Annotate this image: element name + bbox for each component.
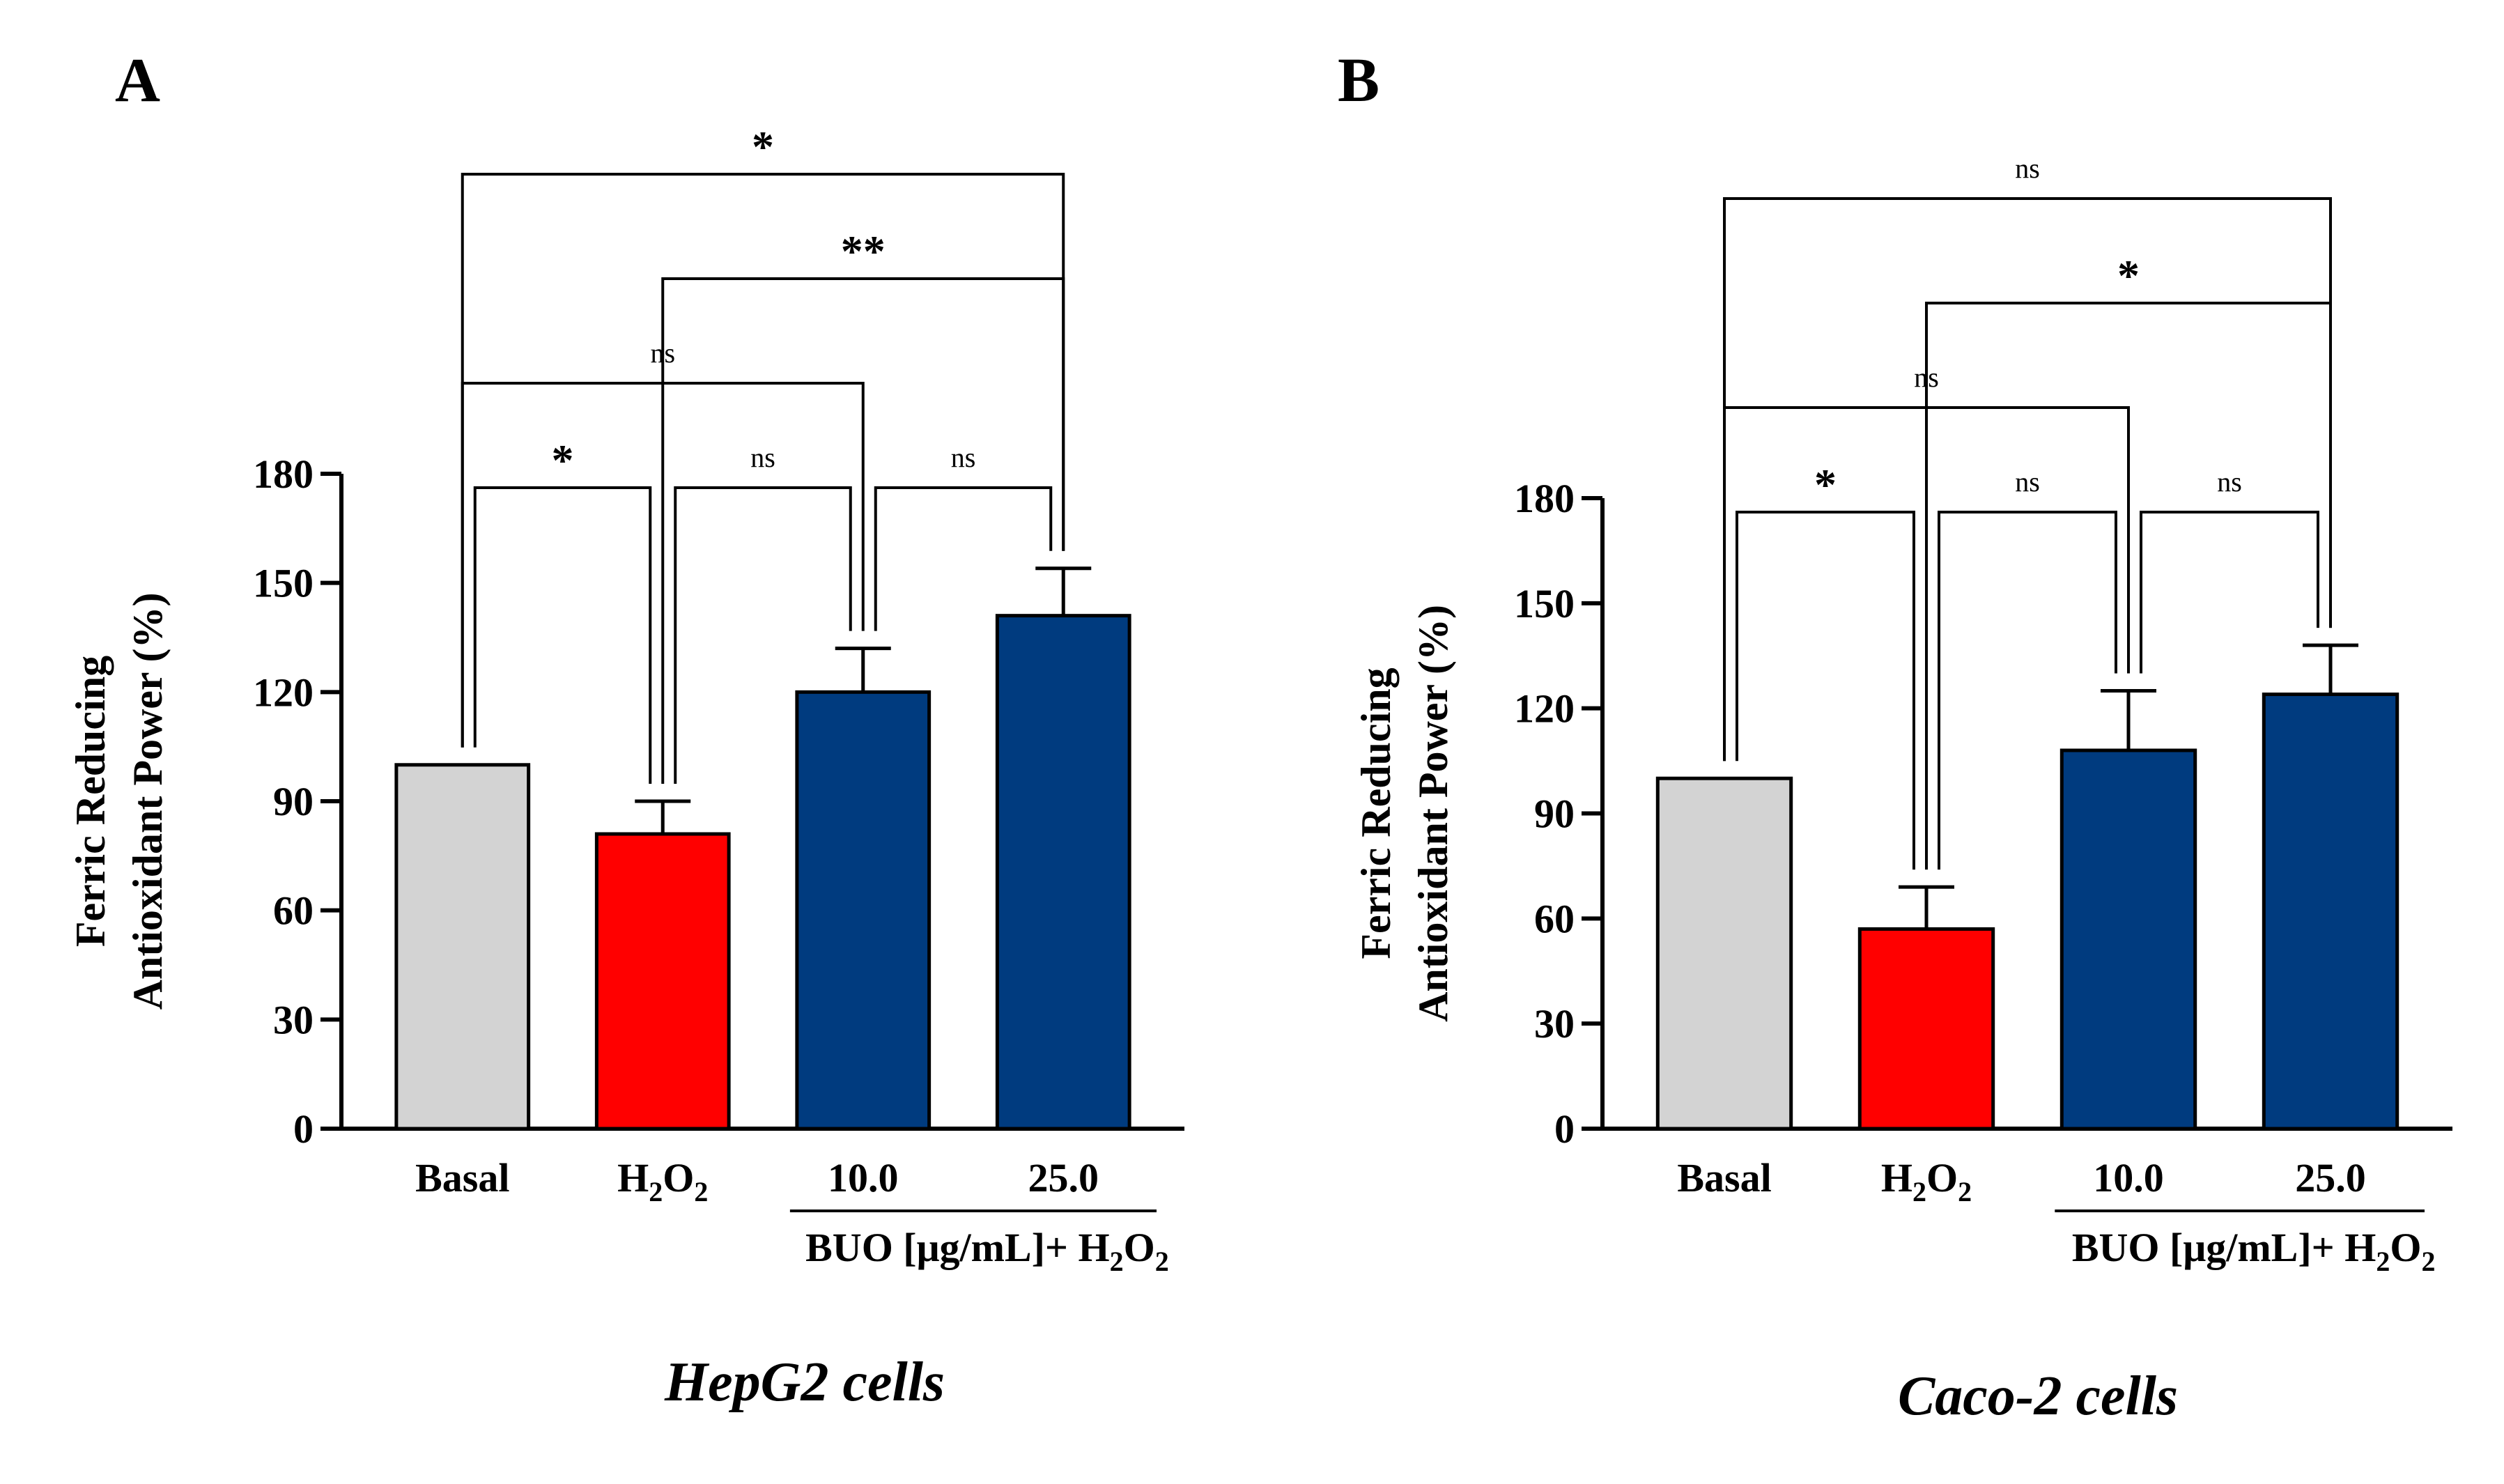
group-label: BUO [μg/mL]+ H2O2 <box>805 1225 1169 1277</box>
hepg2-chart: 0 30 60 90 120 150 180 Ferric Reducing Antioxida… <box>68 122 1184 1277</box>
significance-bracket <box>461 173 1065 748</box>
hepg2-chart-title: HepG2 cells <box>664 1352 945 1413</box>
bar-0 <box>1655 776 1793 1131</box>
y-tick-label: 150 <box>253 561 314 606</box>
category-label-1: H2O2 <box>617 1155 708 1207</box>
y-tick-label: 60 <box>273 888 314 934</box>
caco2-chart: 0 30 60 90 120 150 180 Ferric Reducing Antioxida… <box>1353 153 2452 1277</box>
y-axis-label-line: Ferric Reducing <box>68 656 114 947</box>
significance-bracket <box>473 486 652 784</box>
category-label-0: Basal <box>1677 1155 1771 1200</box>
significance-bracket <box>1938 511 2117 870</box>
category-label-1: H2O2 <box>1881 1155 1972 1207</box>
y-tick-label: 0 <box>1554 1106 1575 1152</box>
significance-bracket <box>2140 511 2319 674</box>
y-axis-label: Ferric Reducing Antioxidant Power (%) <box>68 593 171 1010</box>
bar-0 <box>394 763 531 1131</box>
significance-label: ns <box>2015 466 2040 497</box>
bar-3 <box>995 614 1131 1131</box>
y-axis-label-line: Antioxidant Power (%) <box>1410 605 1456 1022</box>
y-tick-label: 120 <box>1514 686 1575 732</box>
y-tick-label: 90 <box>1534 791 1575 837</box>
significance-label: * <box>1814 460 1837 509</box>
y-tick-label: 60 <box>1534 896 1575 941</box>
bar-2 <box>2059 748 2197 1131</box>
bar-1 <box>594 832 731 1131</box>
y-axis-label: Ferric Reducing Antioxidant Power (%) <box>1353 605 1456 1022</box>
y-tick-label: 180 <box>253 451 314 497</box>
significance-bracket <box>1723 197 2332 762</box>
significance-bracket <box>674 486 852 784</box>
y-tick-label: 120 <box>253 670 314 715</box>
significance-bracket <box>874 486 1053 631</box>
bar-2 <box>795 690 932 1131</box>
category-label-3: 25.0 <box>2295 1155 2366 1200</box>
significance-label: ns <box>951 442 976 473</box>
significance-label: ** <box>841 226 886 276</box>
category-label-0: Basal <box>415 1155 509 1200</box>
y-tick-label: 0 <box>293 1106 314 1152</box>
panel-letter-b: B <box>1338 46 1379 115</box>
significance-label: * <box>2117 251 2140 300</box>
caco2-chart-title: Caco-2 cells <box>1898 1366 2178 1427</box>
y-tick-label: 30 <box>273 997 314 1042</box>
bar-3 <box>2262 693 2399 1131</box>
significance-label: * <box>752 122 774 171</box>
significance-label: ns <box>2217 466 2242 497</box>
y-axis-label-line: Antioxidant Power (%) <box>125 593 171 1010</box>
significance-label: ns <box>750 442 775 473</box>
bar-1 <box>1857 927 1995 1131</box>
y-tick-label: 30 <box>1534 1001 1575 1046</box>
significance-bracket <box>1736 511 1915 870</box>
y-tick-label: 180 <box>1514 476 1575 521</box>
group-label: BUO [μg/mL]+ H2O2 <box>2072 1225 2436 1277</box>
significance-label: ns <box>2015 153 2040 184</box>
category-label-2: 10.0 <box>2093 1155 2164 1200</box>
panel-letter-a: A <box>115 46 160 115</box>
y-axis-label-line: Ferric Reducing <box>1353 667 1399 959</box>
category-label-2: 10.0 <box>828 1155 899 1200</box>
y-tick-label: 150 <box>1514 581 1575 626</box>
y-tick-label: 90 <box>273 779 314 824</box>
significance-label: * <box>552 435 574 485</box>
category-label-3: 25.0 <box>1028 1155 1099 1200</box>
